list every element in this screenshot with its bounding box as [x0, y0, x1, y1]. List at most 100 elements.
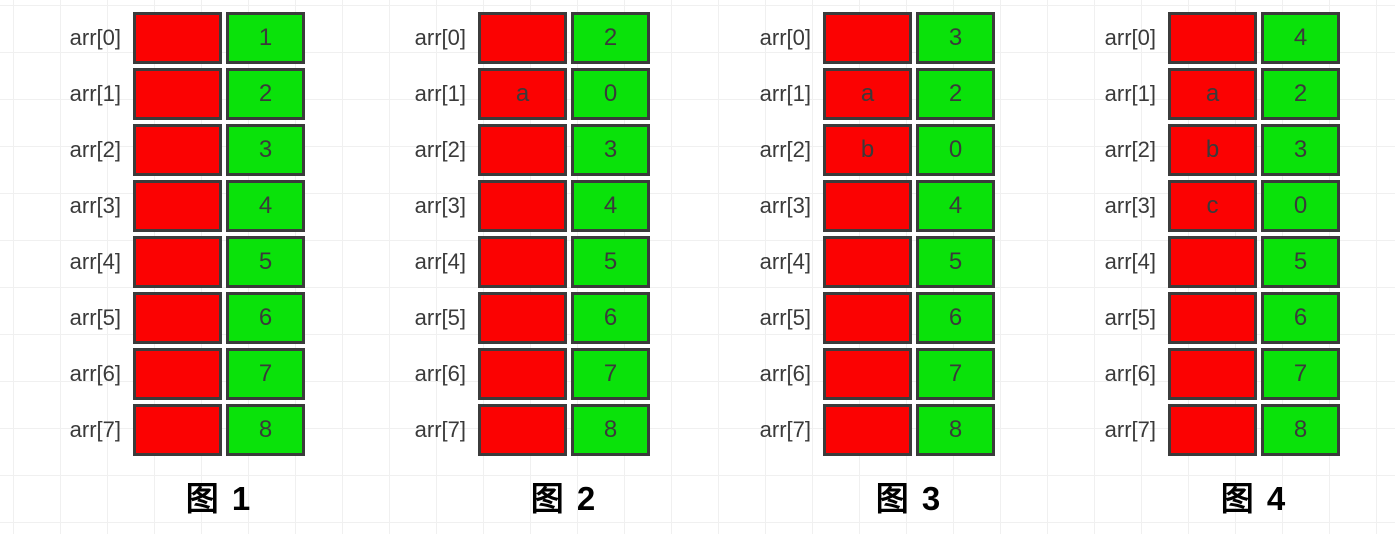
array-row: arr[4] 5 — [1081, 236, 1340, 288]
index-label: arr[1] — [414, 81, 466, 106]
array-row: arr[3] 4 — [736, 180, 995, 232]
value-cell: 3 — [916, 12, 995, 64]
value-cell: 4 — [226, 180, 305, 232]
array-row: arr[3] 4 — [391, 180, 650, 232]
array-row: arr[6] 7 — [736, 348, 995, 400]
array-row: arr[6] 7 — [1081, 348, 1340, 400]
index-label: arr[6] — [1104, 361, 1156, 386]
pointer-cell — [1168, 236, 1257, 288]
array-row: arr[2] 3 — [391, 124, 650, 176]
value-cell: 0 — [1261, 180, 1340, 232]
index-label: arr[4] — [69, 249, 121, 274]
value-cell: 3 — [1261, 124, 1340, 176]
array-row: arr[5] 6 — [391, 292, 650, 344]
index-label: arr[6] — [69, 361, 121, 386]
array-row: arr[5] 6 — [1081, 292, 1340, 344]
value-cell: 7 — [916, 348, 995, 400]
pointer-cell — [478, 348, 567, 400]
index-label: arr[2] — [759, 137, 811, 162]
pointer-cell: a — [1168, 68, 1257, 120]
pointer-cell: c — [1168, 180, 1257, 232]
index-label: arr[0] — [414, 25, 466, 50]
pointer-cell — [478, 12, 567, 64]
array-row: arr[6] 7 — [391, 348, 650, 400]
index-label: arr[3] — [414, 193, 466, 218]
pointer-cell — [133, 68, 222, 120]
index-label: arr[1] — [69, 81, 121, 106]
pointer-cell — [133, 12, 222, 64]
index-label: arr[6] — [759, 361, 811, 386]
index-label: arr[5] — [759, 305, 811, 330]
index-label: arr[6] — [414, 361, 466, 386]
pointer-cell — [133, 348, 222, 400]
pointer-cell — [133, 404, 222, 456]
index-label: arr[5] — [414, 305, 466, 330]
pointer-cell: b — [1168, 124, 1257, 176]
pointer-cell — [823, 292, 912, 344]
index-label: arr[5] — [69, 305, 121, 330]
array-row: arr[1] a 2 — [1081, 68, 1340, 120]
value-cell: 7 — [226, 348, 305, 400]
pointer-cell — [478, 180, 567, 232]
index-label: arr[4] — [414, 249, 466, 274]
array-row: arr[7] 8 — [391, 404, 650, 456]
array-diagram: arr[0] 1 arr[1] 2 arr[2] 3 arr[3] 4 arr[4] 5 arr[5… — [46, 12, 305, 520]
array-row: arr[4] 5 — [736, 236, 995, 288]
pointer-cell — [133, 236, 222, 288]
figure-caption: 图 1 — [185, 480, 253, 517]
array-row: arr[1] 2 — [46, 68, 305, 120]
value-cell: 3 — [571, 124, 650, 176]
array-diagram: arr[0] 2 arr[1] a 0 arr[2] 3 arr[3] 4 arr[4] 5 arr[… — [391, 12, 650, 520]
value-cell: 7 — [1261, 348, 1340, 400]
value-cell: 4 — [1261, 12, 1340, 64]
value-cell: 6 — [1261, 292, 1340, 344]
pointer-cell — [478, 404, 567, 456]
pointer-cell — [823, 404, 912, 456]
value-cell: 6 — [226, 292, 305, 344]
pointer-cell — [823, 180, 912, 232]
figure-caption: 图 2 — [530, 480, 598, 517]
value-cell: 1 — [226, 12, 305, 64]
value-cell: 4 — [916, 180, 995, 232]
figure-caption: 图 3 — [875, 480, 943, 517]
pointer-cell — [823, 348, 912, 400]
index-label: arr[4] — [759, 249, 811, 274]
pointer-cell — [133, 292, 222, 344]
index-label: arr[2] — [1104, 137, 1156, 162]
value-cell: 5 — [571, 236, 650, 288]
pointer-cell — [1168, 404, 1257, 456]
array-row: arr[7] 8 — [1081, 404, 1340, 456]
index-label: arr[3] — [1104, 193, 1156, 218]
array-row: arr[1] a 0 — [391, 68, 650, 120]
index-label: arr[0] — [69, 25, 121, 50]
pointer-cell — [133, 180, 222, 232]
index-label: arr[3] — [759, 193, 811, 218]
pointer-cell — [133, 124, 222, 176]
array-row: arr[5] 6 — [46, 292, 305, 344]
index-label: arr[7] — [1104, 417, 1156, 442]
array-row: arr[4] 5 — [391, 236, 650, 288]
index-label: arr[1] — [1104, 81, 1156, 106]
array-row: arr[3] 4 — [46, 180, 305, 232]
array-row: arr[0] 1 — [46, 12, 305, 64]
array-row: arr[4] 5 — [46, 236, 305, 288]
value-cell: 4 — [571, 180, 650, 232]
array-row: arr[5] 6 — [736, 292, 995, 344]
array-row: arr[7] 8 — [46, 404, 305, 456]
index-label: arr[4] — [1104, 249, 1156, 274]
array-diagram: arr[0] 3 arr[1] a 2 arr[2] b 0 arr[3] 4 arr[4] 5 arr… — [736, 12, 995, 520]
figure-caption: 图 4 — [1220, 480, 1288, 517]
pointer-cell — [478, 236, 567, 288]
array-row: arr[0] 3 — [736, 12, 995, 64]
array-row: arr[2] b 0 — [736, 124, 995, 176]
pointer-cell — [478, 124, 567, 176]
value-cell: 6 — [916, 292, 995, 344]
pointer-cell — [478, 292, 567, 344]
pointer-cell: b — [823, 124, 912, 176]
pointer-cell — [823, 236, 912, 288]
value-cell: 3 — [226, 124, 305, 176]
index-label: arr[3] — [69, 193, 121, 218]
index-label: arr[1] — [759, 81, 811, 106]
index-label: arr[0] — [1104, 25, 1156, 50]
